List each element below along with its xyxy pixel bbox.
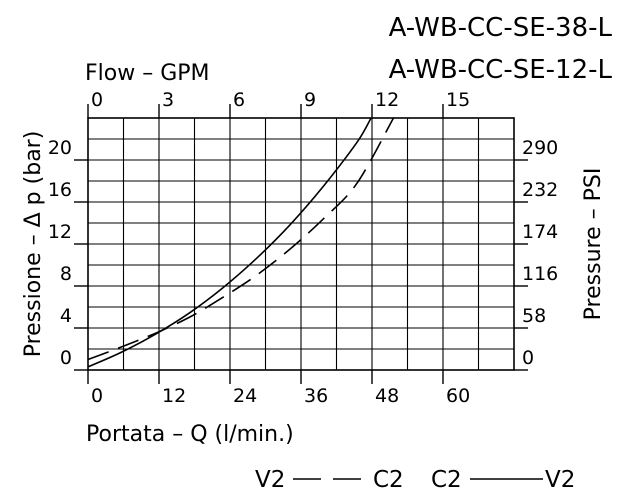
left-axis-label: Pressione – Δ p (bar) [21, 131, 46, 358]
bottom-tick-label: 60 [446, 385, 470, 407]
bottom-tick-label: 36 [304, 385, 328, 407]
bottom-axis-label: Portata – Q (l/min.) [86, 422, 294, 447]
left-tick-label: 16 [48, 179, 72, 201]
top-tick-label: 6 [233, 89, 245, 111]
left-tick-labels: 0 4 8 12 16 20 [48, 137, 72, 369]
top-tick-label: 3 [162, 89, 174, 111]
top-tick-label: 9 [304, 89, 316, 111]
left-tick-label: 8 [60, 263, 72, 285]
legend-solid-to: V2 [545, 467, 575, 493]
solid-curve-c2-v2 [87, 117, 372, 368]
right-tick-label: 174 [522, 221, 558, 243]
right-tick-label: 116 [522, 263, 558, 285]
top-tick-labels: 0 3 6 9 12 15 [91, 89, 470, 111]
right-tick-label: 232 [522, 179, 558, 201]
top-tick-label: 15 [446, 89, 470, 111]
right-tick-label: 0 [522, 347, 534, 369]
left-tick-label: 0 [60, 347, 72, 369]
top-tick-label: 0 [91, 89, 103, 111]
bottom-tick-label: 48 [375, 385, 399, 407]
bottom-tick-labels: 0 12 24 36 48 60 [91, 385, 470, 407]
top-axis-label: Flow – GPM [85, 61, 210, 86]
tick-marks [74, 104, 528, 384]
top-tick-label: 12 [375, 89, 399, 111]
right-tick-labels: 0 58 116 174 232 290 [522, 137, 558, 369]
legend: V2 C2 C2 V2 [255, 467, 575, 493]
left-tick-label: 20 [48, 137, 72, 159]
legend-solid-from: C2 [431, 467, 462, 493]
data-curves [87, 117, 395, 368]
model-code-12: A-WB-CC-SE-12-L [389, 55, 613, 85]
dashed-curve-v2-c2 [87, 117, 395, 361]
legend-dashed-to: C2 [373, 467, 404, 493]
bottom-tick-label: 0 [91, 385, 103, 407]
bottom-tick-label: 24 [233, 385, 257, 407]
grid-lines [88, 118, 514, 370]
left-tick-label: 12 [48, 221, 72, 243]
model-code-38: A-WB-CC-SE-38-L [389, 13, 613, 43]
right-axis-label: Pressure – PSI [581, 168, 606, 321]
left-tick-label: 4 [60, 305, 72, 327]
right-tick-label: 290 [522, 137, 558, 159]
legend-dashed-from: V2 [255, 467, 285, 493]
bottom-tick-label: 12 [162, 385, 186, 407]
right-tick-label: 58 [522, 305, 546, 327]
